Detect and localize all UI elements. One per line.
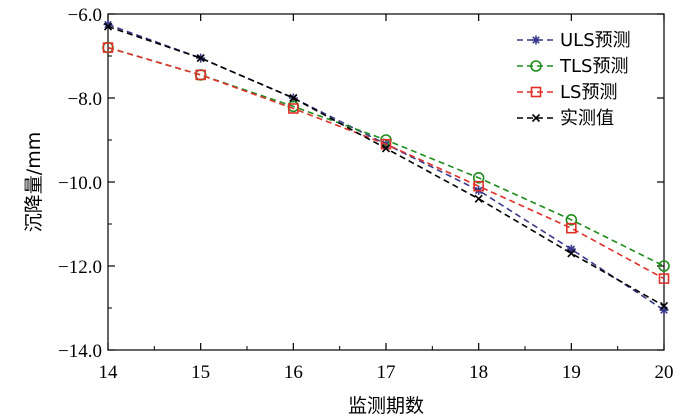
x-tick-label: 15	[191, 362, 210, 383]
legend-label: LS预测	[560, 82, 617, 103]
y-axis-label: 沉降量/mm	[23, 132, 45, 232]
data-point	[195, 69, 206, 81]
y-axis: −6.0 −8.0 −10.0 −12.0 −14.0	[58, 5, 664, 362]
legend-label: TLS预测	[559, 56, 628, 77]
x-axis-label: 监测期数	[348, 395, 424, 417]
data-point	[658, 273, 670, 284]
y-tick-label: −10.0	[58, 173, 102, 194]
x-tick-label: 19	[562, 362, 581, 383]
data-point	[196, 54, 205, 63]
data-point	[565, 214, 578, 226]
data-point	[474, 194, 483, 203]
data-point	[566, 222, 577, 234]
legend-marker	[530, 86, 542, 98]
series-layer	[102, 20, 670, 315]
legend-label: 实测值	[560, 108, 614, 129]
data-point	[566, 244, 576, 254]
data-point	[288, 103, 299, 114]
y-tick-label: −8.0	[68, 89, 102, 110]
data-point	[659, 305, 669, 315]
data-point	[103, 22, 113, 31]
data-point	[567, 249, 576, 258]
x-axis: 14 15 16 17 18 19 20	[99, 14, 674, 383]
legend-marker	[531, 113, 541, 123]
legend-marker	[530, 60, 542, 72]
series-4	[103, 22, 669, 310]
y-tick-label: −14.0	[58, 341, 102, 362]
legend-item: 实测值	[517, 108, 614, 129]
data-point	[381, 144, 391, 153]
legend-item: TLS预测	[517, 56, 628, 77]
data-point	[102, 42, 114, 53]
data-point	[472, 172, 485, 184]
y-tick-label: −6.0	[68, 5, 102, 26]
series-line	[107, 46, 665, 280]
data-point	[658, 260, 670, 272]
x-tick-label: 14	[99, 362, 119, 383]
data-point	[194, 69, 207, 81]
data-point	[289, 93, 298, 103]
series-3	[102, 42, 670, 284]
legend-label: ULS预测	[560, 30, 631, 51]
y-tick-label: −12.0	[58, 257, 102, 278]
data-point	[659, 301, 669, 310]
x-tick-label: 16	[284, 362, 303, 383]
x-tick-label: 17	[377, 362, 396, 383]
x-tick-label: 20	[655, 362, 674, 383]
data-point	[103, 20, 113, 29]
x-tick-label: 18	[469, 362, 488, 383]
legend-item: LS预测	[517, 82, 617, 103]
legend-item: ULS预测	[517, 30, 631, 51]
legend-marker	[531, 35, 541, 45]
series-line	[107, 46, 665, 267]
data-point	[473, 180, 484, 192]
